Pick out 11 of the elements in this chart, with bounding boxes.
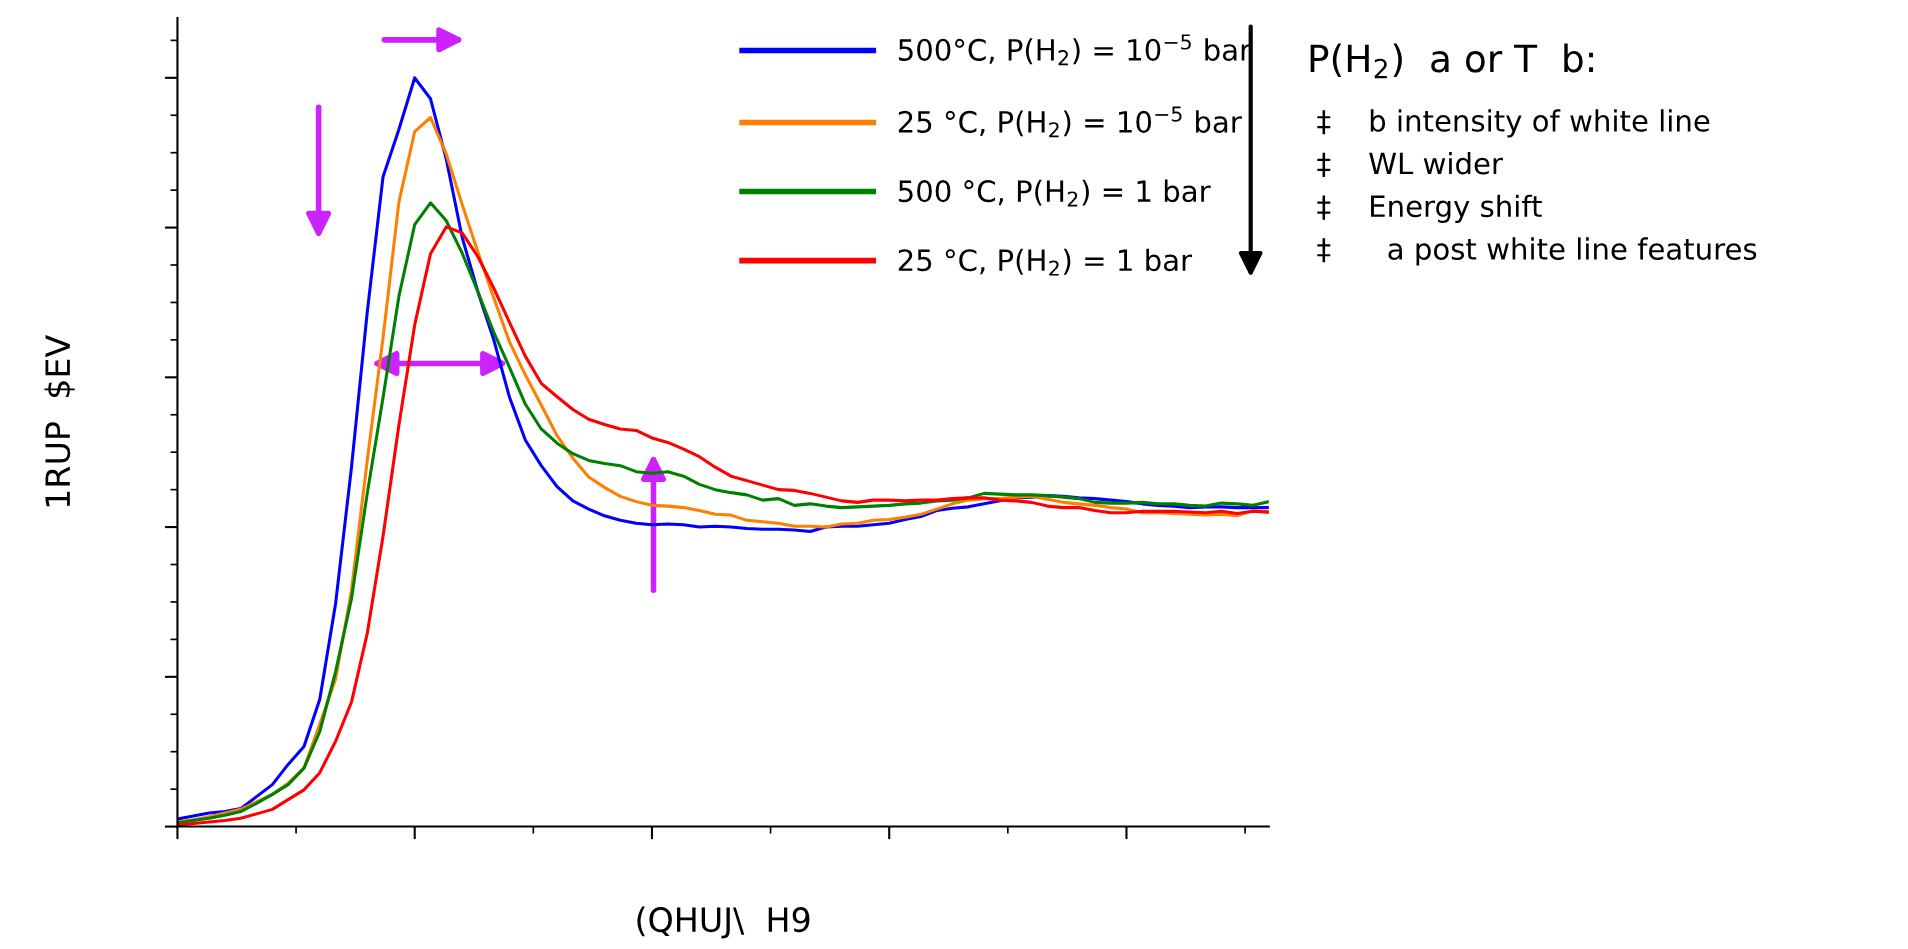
y-axis-title: 1RUP $EV <box>44 335 75 507</box>
text: ‡ a post white line features <box>1317 237 1757 266</box>
legend-label: 500 °C, P(H$_{2}$) = 1 bar <box>898 179 1211 207</box>
legend-label: 500°C, P(H$_{2}$) = 10$^{−5}$ bar <box>898 34 1252 66</box>
legend-label: 25 °C, P(H$_{2}$) = 10$^{−5}$ bar <box>898 106 1242 138</box>
text: ‡ b intensity of white line <box>1317 109 1710 138</box>
text: ‡ WL wider <box>1317 151 1503 177</box>
legend-label: 25 °C, P(H$_{2}$) = 1 bar <box>898 248 1193 276</box>
x-axis-title: (QHUJ\ H9 <box>637 906 810 939</box>
text: ‡ Energy shift <box>1317 194 1542 223</box>
text: P(H$_{2}$) a or T b: <box>1310 43 1593 79</box>
